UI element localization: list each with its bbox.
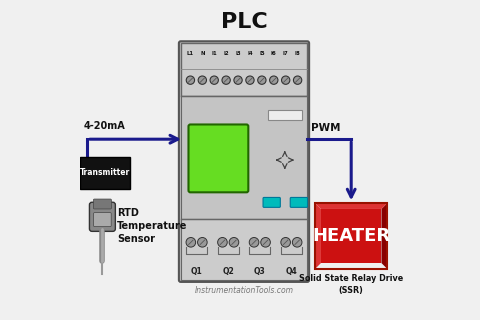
- Text: InstrumentationTools.com: InstrumentationTools.com: [194, 286, 293, 295]
- Text: Transmitter: Transmitter: [80, 168, 130, 177]
- Circle shape: [258, 76, 266, 84]
- Text: N: N: [200, 52, 204, 56]
- Text: RTD
Temperature
Sensor: RTD Temperature Sensor: [117, 208, 187, 244]
- FancyBboxPatch shape: [181, 43, 307, 96]
- Circle shape: [261, 237, 270, 247]
- Circle shape: [210, 76, 218, 84]
- Text: I3: I3: [235, 52, 241, 56]
- Text: Q4: Q4: [286, 267, 297, 276]
- FancyBboxPatch shape: [181, 96, 307, 219]
- Circle shape: [217, 237, 227, 247]
- Text: I7: I7: [283, 52, 288, 56]
- FancyBboxPatch shape: [290, 197, 308, 207]
- Text: HEATER: HEATER: [312, 227, 390, 245]
- Circle shape: [293, 76, 302, 84]
- Polygon shape: [315, 203, 321, 269]
- Text: Q2: Q2: [222, 267, 234, 276]
- Circle shape: [222, 76, 230, 84]
- Circle shape: [229, 237, 239, 247]
- Circle shape: [249, 237, 259, 247]
- Circle shape: [198, 76, 206, 84]
- FancyBboxPatch shape: [263, 197, 280, 207]
- Text: PLC: PLC: [221, 12, 267, 32]
- Polygon shape: [315, 203, 387, 209]
- Circle shape: [270, 76, 278, 84]
- Circle shape: [186, 76, 194, 84]
- Text: I8: I8: [295, 52, 300, 56]
- FancyBboxPatch shape: [89, 202, 115, 231]
- FancyBboxPatch shape: [94, 213, 111, 227]
- Circle shape: [246, 76, 254, 84]
- Circle shape: [281, 237, 290, 247]
- FancyBboxPatch shape: [268, 110, 301, 120]
- Circle shape: [198, 237, 207, 247]
- Text: Q1: Q1: [191, 267, 203, 276]
- FancyBboxPatch shape: [94, 199, 111, 209]
- Text: I2: I2: [223, 52, 229, 56]
- FancyBboxPatch shape: [321, 209, 382, 263]
- Text: Q3: Q3: [254, 267, 265, 276]
- FancyBboxPatch shape: [179, 41, 309, 282]
- Circle shape: [292, 237, 302, 247]
- Text: I1: I1: [211, 52, 217, 56]
- Circle shape: [186, 237, 196, 247]
- Text: 4-20mA: 4-20mA: [84, 121, 125, 131]
- Text: I6: I6: [271, 52, 276, 56]
- Text: PWM: PWM: [311, 123, 340, 133]
- Text: I4: I4: [247, 52, 253, 56]
- FancyBboxPatch shape: [181, 219, 307, 280]
- Text: I5: I5: [259, 52, 264, 56]
- Polygon shape: [315, 203, 387, 269]
- FancyBboxPatch shape: [189, 124, 248, 192]
- FancyBboxPatch shape: [80, 157, 130, 189]
- Text: L1: L1: [187, 52, 194, 56]
- Circle shape: [282, 76, 290, 84]
- Circle shape: [234, 76, 242, 84]
- Text: Solid State Relay Drive
(SSR): Solid State Relay Drive (SSR): [299, 274, 403, 295]
